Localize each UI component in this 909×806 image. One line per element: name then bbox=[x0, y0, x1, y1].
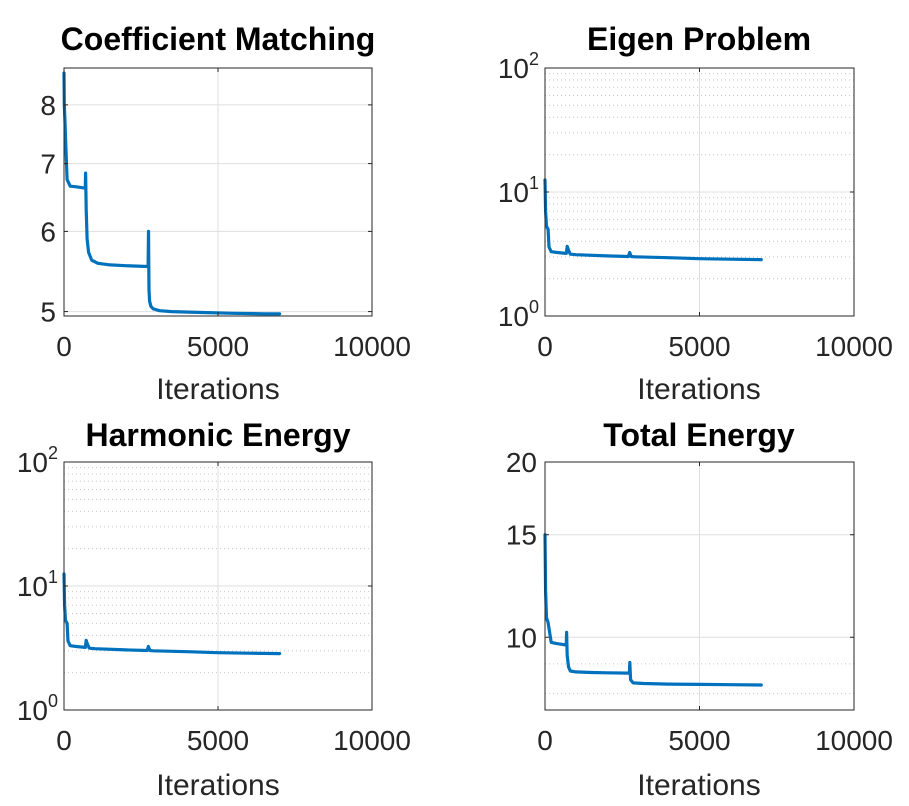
x-tick-label: 10000 bbox=[815, 331, 893, 362]
y-tick-label: 6 bbox=[40, 216, 56, 247]
x-tick-label: 0 bbox=[537, 725, 553, 756]
xlabel-harmonic-energy: Iterations bbox=[156, 769, 279, 802]
subplot-total-energy: Total Energy Iterations 0 5000 10000 10 15 20 bbox=[506, 417, 893, 802]
subplot-coefficient-matching: Coefficient Matching Iterations 0 5000 100… bbox=[40, 21, 411, 406]
x-tick-label: 10000 bbox=[333, 725, 411, 756]
y-tick-label: 15 bbox=[506, 520, 537, 551]
y-tick-label: 102 bbox=[498, 49, 539, 84]
title-coefficient-matching: Coefficient Matching bbox=[61, 21, 376, 57]
y-tick-label: 20 bbox=[506, 447, 537, 478]
y-tick-label: 100 bbox=[17, 691, 58, 726]
series-line bbox=[543, 533, 763, 687]
y-tick-label: 7 bbox=[40, 149, 56, 180]
x-tick-label: 5000 bbox=[187, 725, 249, 756]
x-tick-label: 0 bbox=[56, 331, 72, 362]
y-tick-label: 8 bbox=[40, 90, 56, 121]
series-line bbox=[62, 572, 282, 656]
x-tick-label: 5000 bbox=[668, 331, 730, 362]
x-tick-label: 0 bbox=[56, 725, 72, 756]
y-tick-label: 10 bbox=[506, 622, 537, 653]
y-tick-label: 101 bbox=[17, 567, 58, 602]
subplot-harmonic-energy: Harmonic Energy Iterations 0 5000 10000 100… bbox=[17, 417, 411, 802]
series-line bbox=[62, 71, 282, 316]
title-eigen-problem: Eigen Problem bbox=[587, 21, 811, 57]
x-tick-label: 5000 bbox=[187, 331, 249, 362]
x-tick-label: 0 bbox=[537, 331, 553, 362]
xlabel-coefficient-matching: Iterations bbox=[156, 373, 279, 406]
xlabel-eigen-problem: Iterations bbox=[637, 373, 760, 406]
y-tick-label: 5 bbox=[40, 297, 56, 328]
x-tick-label: 5000 bbox=[668, 725, 730, 756]
title-harmonic-energy: Harmonic Energy bbox=[86, 417, 351, 453]
series-line bbox=[543, 178, 763, 262]
xlabel-total-energy: Iterations bbox=[637, 769, 760, 802]
x-tick-label: 10000 bbox=[815, 725, 893, 756]
title-total-energy: Total Energy bbox=[603, 417, 795, 453]
x-tick-label: 10000 bbox=[333, 331, 411, 362]
y-tick-label: 100 bbox=[498, 297, 539, 332]
subplot-eigen-problem: Eigen Problem Iterations 0 5000 10000 100 10… bbox=[498, 21, 893, 406]
y-tick-label: 102 bbox=[17, 443, 58, 478]
y-tick-label: 101 bbox=[498, 173, 539, 208]
